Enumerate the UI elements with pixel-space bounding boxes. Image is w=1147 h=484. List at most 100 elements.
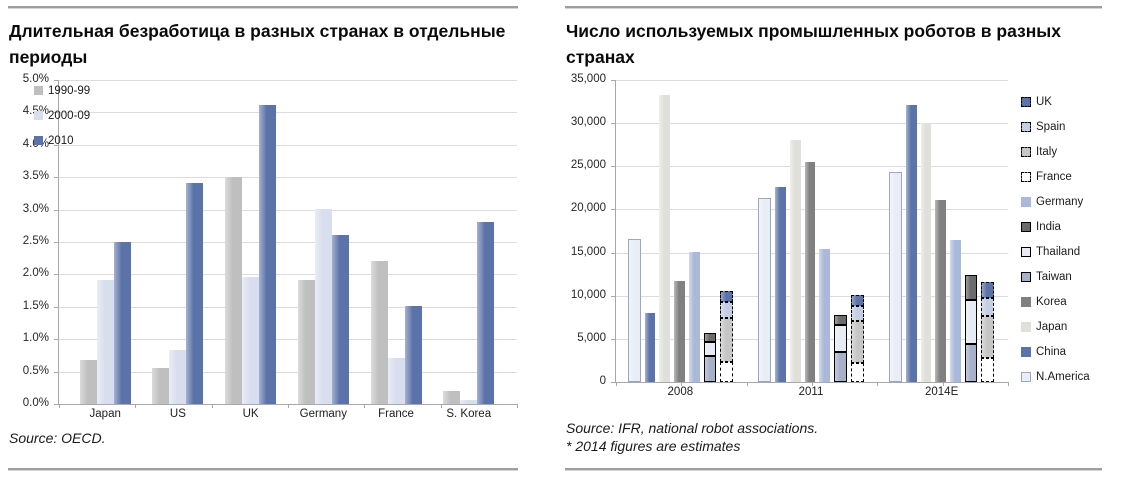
- y-axis-label: 0: [599, 374, 606, 387]
- bar-2000-09-japan: [96, 280, 114, 404]
- y-tick: [54, 403, 59, 405]
- bar-1990-99-japan: [79, 360, 97, 404]
- legend-label-italy: Italy: [1036, 145, 1058, 158]
- category-label: 2008: [628, 386, 733, 398]
- category-label-2008: 2008: [667, 385, 694, 398]
- bar-1990-99-germany: [297, 280, 315, 404]
- left-source-text: Source: OECD.: [9, 429, 106, 446]
- bottom-rule-left: [8, 468, 518, 471]
- bar-segment-spain-2014e: [981, 297, 995, 316]
- category-label-germany: Germany: [299, 407, 347, 420]
- x-tick: [364, 403, 365, 408]
- bar-segment-thailand-2014e: [964, 300, 978, 344]
- category-label-japan: Japan: [89, 407, 121, 420]
- right-chart: 35,000 30,000 25,000 20,000 15,000 10,000 5,00…: [565, 73, 1102, 404]
- bar-n-america-2011: [758, 198, 772, 382]
- legend-swatch-2000-09: [34, 111, 43, 120]
- y-axis-label: 1.5%: [22, 299, 49, 312]
- bar-japan-2014e: [920, 122, 932, 382]
- gridline: [59, 338, 517, 340]
- legend-item-france: France: [1021, 171, 1090, 183]
- category-label-uk: UK: [242, 407, 259, 420]
- left-bars: [58, 80, 516, 404]
- legend-swatch-taiwan: [1021, 271, 1031, 282]
- gridline: [616, 122, 1008, 124]
- legend-item-japan: Japan: [1021, 321, 1090, 333]
- stack-asia-2011: [834, 315, 847, 382]
- category-label: 2011: [758, 386, 863, 398]
- bar-group-2011: [758, 139, 864, 382]
- x-tick: [517, 403, 518, 408]
- gridline: [59, 176, 517, 178]
- bar-germany-2014e: [950, 240, 961, 382]
- category-label-france: France: [378, 407, 414, 420]
- y-axis-label: 5,000: [577, 331, 606, 344]
- legend-label-china: China: [1036, 345, 1067, 358]
- legend-label-2010: 2010: [48, 134, 74, 147]
- bar-segment-france-2008: [720, 361, 733, 382]
- bar-segment-uk-2014e: [981, 282, 995, 298]
- gridline: [59, 209, 517, 211]
- legend-item-thailand: Thailand: [1021, 246, 1090, 258]
- bar-korea-2008: [674, 281, 685, 382]
- gridline: [616, 79, 1008, 81]
- category-label: US: [152, 408, 203, 420]
- legend-label-germany: Germany: [1036, 195, 1084, 208]
- gridline: [59, 241, 517, 243]
- bar-segment-india-2008: [703, 333, 717, 342]
- y-axis-label: 0.0%: [22, 396, 49, 409]
- bar-segment-france-2011: [850, 362, 864, 382]
- bar-2000-09-uk: [242, 277, 260, 404]
- bar-2000-09-s-korea: [460, 400, 478, 404]
- bar-group-france: [370, 260, 422, 404]
- bar-segment-uk-2008: [720, 291, 733, 303]
- legend-label-france: France: [1036, 170, 1072, 183]
- x-tick: [943, 381, 944, 386]
- legend-item-china: China: [1021, 346, 1090, 358]
- top-rule-left: [8, 6, 518, 9]
- bar-china-2014e: [905, 105, 917, 382]
- y-axis-label: 15,000: [570, 245, 606, 258]
- legend-item-germany: Germany: [1021, 196, 1090, 208]
- legend-swatch-germany: [1021, 196, 1031, 207]
- bar-2010-france: [404, 306, 422, 404]
- bar-group-uk: [225, 105, 277, 404]
- legend-label-1990-99: 1990-99: [48, 84, 91, 97]
- gridline: [59, 273, 517, 275]
- bar-group-us: [152, 183, 204, 404]
- bar-korea-2011: [804, 161, 816, 382]
- left-chart: 5.0%4.5%4.0%3.5%3.0%2.5%2.0%1.5%1.0%0.5%…: [8, 73, 518, 426]
- bar-segment-taiwan-2014e: [964, 343, 978, 382]
- legend-item-india: India: [1021, 221, 1090, 233]
- bar-1990-99-us: [152, 367, 170, 404]
- bar-segment-india-2014e: [964, 274, 978, 301]
- bar-korea-2014e: [935, 200, 947, 382]
- bar-2010-germany: [331, 235, 349, 404]
- legend-label-uk: UK: [1036, 95, 1052, 108]
- bar-2000-09-us: [169, 349, 187, 404]
- x-tick: [212, 403, 213, 408]
- right-source-text: Source: IFR, national robot associations…: [566, 419, 1102, 455]
- bar-segment-france-2014e: [981, 358, 995, 382]
- x-tick: [681, 381, 682, 386]
- legend-item-n-america: N.America: [1021, 371, 1090, 383]
- bar-japan-2011: [789, 139, 801, 382]
- y-axis-label: 25,000: [570, 158, 606, 171]
- bar-2010-japan: [113, 241, 131, 404]
- x-tick: [616, 381, 617, 386]
- left-legend: 1990-99 2000-09 2010: [34, 85, 90, 147]
- category-label: Germany: [298, 408, 349, 420]
- legend-label-taiwan: Taiwan: [1036, 270, 1072, 283]
- gridline: [59, 111, 517, 113]
- legend-label-spain: Spain: [1036, 120, 1066, 133]
- y-tick: [611, 165, 616, 167]
- gridline: [59, 79, 517, 81]
- gridline: [59, 371, 517, 373]
- bar-group-japan: [79, 241, 131, 404]
- bar-1990-99-uk: [225, 176, 243, 404]
- y-tick: [54, 79, 59, 81]
- robots-panel: Число используемых промышленных роботов …: [565, 6, 1102, 478]
- legend-swatch-spain: [1021, 121, 1031, 132]
- bottom-rule-right: [565, 468, 1102, 471]
